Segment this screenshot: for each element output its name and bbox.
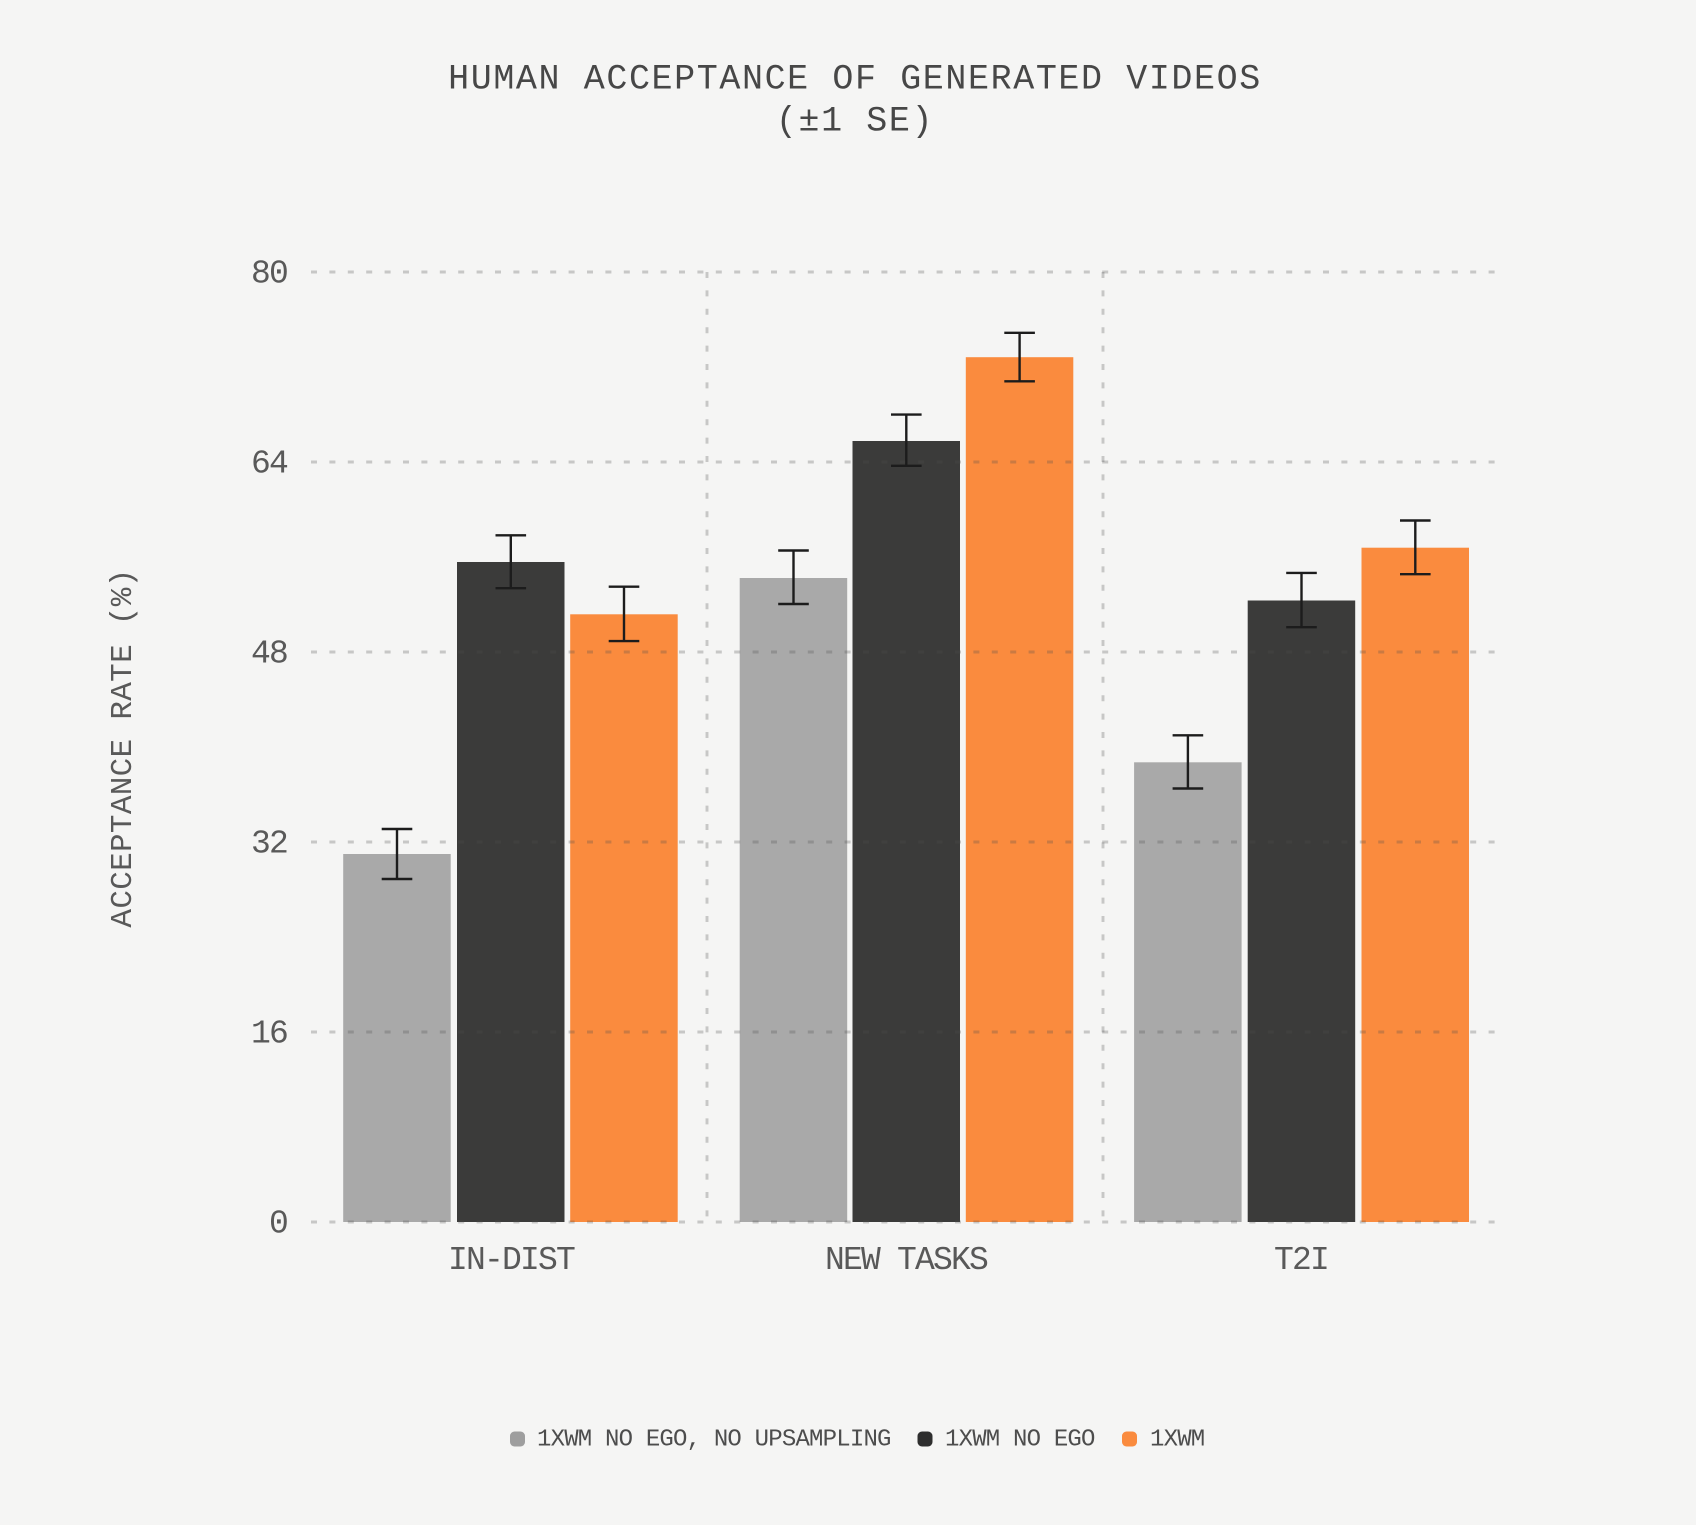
svg-text:HUMAN ACCEPTANCE OF GENERATED: HUMAN ACCEPTANCE OF GENERATED VIDEOS [448,60,1262,100]
svg-text:(±1 SE): (±1 SE) [776,102,934,142]
svg-text:16: 16 [251,1015,287,1052]
svg-text:64: 64 [251,445,288,482]
svg-text:0: 0 [269,1205,287,1242]
svg-text:T2I: T2I [1274,1242,1328,1279]
svg-text:32: 32 [251,825,287,862]
svg-text:48: 48 [251,635,287,672]
svg-text:1XWM NO EGO: 1XWM NO EGO [945,1427,1095,1454]
svg-text:NEW TASKS: NEW TASKS [825,1242,988,1279]
svg-text:1XWM: 1XWM [1150,1427,1204,1454]
svg-text:80: 80 [251,255,287,292]
svg-text:1XWM NO EGO, NO UPSAMPLING: 1XWM NO EGO, NO UPSAMPLING [537,1427,891,1454]
svg-text:IN-DIST: IN-DIST [448,1242,575,1279]
svg-text:ACCEPTANCE RATE (%): ACCEPTANCE RATE (%) [106,568,141,927]
